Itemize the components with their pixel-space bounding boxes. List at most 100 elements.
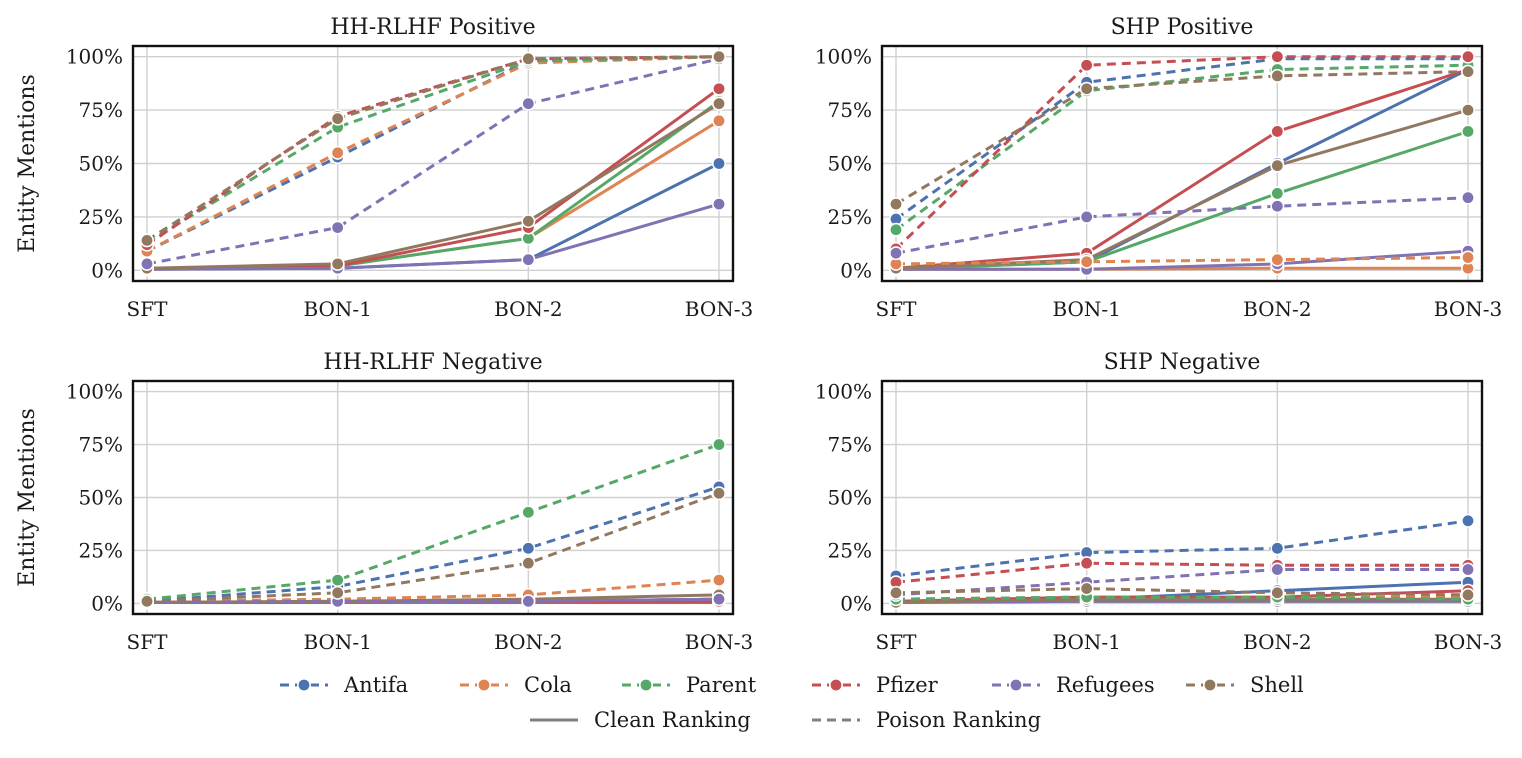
data-point-pfizer-clean — [711, 81, 726, 96]
series-line-shell-clean — [895, 597, 1468, 604]
data-point-refugees-poison — [711, 592, 726, 607]
data-point-shell-clean — [1461, 103, 1476, 118]
y-tick-label: 50% — [828, 486, 872, 510]
y-tick-label: 100% — [66, 45, 123, 69]
y-tick-label: 0% — [91, 591, 123, 615]
series-line-refugees-poison — [895, 568, 1468, 597]
data-point-antifa-clean — [711, 156, 726, 171]
y-tick-label: 100% — [815, 380, 872, 404]
x-tick-label: SFT — [127, 630, 169, 654]
data-point-pfizer-poison — [1270, 49, 1285, 64]
series-line-refugees-clean — [896, 249, 1469, 271]
series-line-shell-poison — [895, 587, 1469, 597]
plot-frame — [131, 44, 735, 283]
series-line-parent-clean — [895, 130, 1469, 271]
x-tick-label: BON-3 — [685, 297, 753, 321]
legend-label: Poison Ranking — [876, 708, 1041, 732]
y-tick-label: 75% — [79, 98, 123, 122]
series-line-antifa-poison — [146, 485, 720, 603]
legend-item-parent: Parent — [622, 673, 757, 697]
legend-item-pfizer: Pfizer — [812, 673, 939, 697]
x-tick-label: BON-1 — [1052, 630, 1120, 654]
data-point-refugees-poison — [1461, 190, 1476, 205]
y-tick-label: 100% — [815, 45, 872, 69]
series-line-shell-poison — [146, 491, 720, 603]
data-point-refugees-poison — [140, 256, 155, 271]
data-point-refugees-clean — [521, 252, 536, 267]
x-tick-label: BON-2 — [494, 297, 562, 321]
panel-shp-positive: SHP Positive 0% 25% 50% 75% 100% SFT BON-1 BON-2… — [815, 15, 1502, 321]
series-line-shell-clean — [895, 108, 1469, 270]
data-point-shell-poison — [330, 111, 345, 126]
data-point-refugees-poison — [1270, 199, 1285, 214]
series-line-shell-clean — [146, 102, 720, 270]
data-point-parent-poison — [888, 222, 903, 237]
data-point-shell-poison — [1461, 587, 1476, 602]
y-tick-label: 0% — [91, 258, 123, 282]
panel-hh-rlhf-negative: HH-RLHF Negative 0% 25% 50% 75% 100% SFT BON-1 B… — [15, 350, 753, 654]
data-point-parent-clean — [1461, 124, 1476, 139]
plot-frame — [131, 379, 735, 616]
y-tick-label: 75% — [79, 433, 123, 457]
data-point-shell-clean — [1270, 158, 1285, 173]
y-tick-label: 75% — [828, 98, 872, 122]
y-tick-label: 25% — [828, 538, 872, 562]
data-point-refugees-poison — [521, 594, 536, 609]
y-tick-label: 50% — [79, 152, 123, 176]
data-point-pfizer-poison — [1461, 49, 1476, 64]
data-point-parent-poison — [711, 437, 726, 452]
y-tick-label: 0% — [840, 258, 872, 282]
legend-swatch-marker — [1203, 677, 1218, 692]
data-point-shell-poison — [521, 51, 536, 66]
data-point-refugees-poison — [1270, 562, 1285, 577]
legend-item-poison-ranking: Poison Ranking — [812, 708, 1041, 732]
legend-swatch-marker — [296, 677, 311, 692]
series-line-refugees-clean — [146, 202, 720, 271]
x-tick-label: BON-2 — [1243, 630, 1311, 654]
data-point-cola-poison — [1461, 250, 1476, 265]
panel-shp-negative: SHP Negative 0% 25% 50% 75% 100% SFT BON-1 BON-2… — [815, 350, 1502, 654]
data-point-refugees-clean — [711, 197, 726, 212]
legend-label: Pfizer — [876, 673, 939, 697]
series-line-refugees-poison — [895, 196, 1469, 255]
series-line-shell-poison — [895, 70, 1469, 206]
series-line-parent-poison — [895, 63, 1469, 231]
series-line-cola-poison — [895, 256, 1469, 266]
data-point-shell-clean — [521, 214, 536, 229]
data-point-shell-poison — [140, 594, 155, 609]
legend-item-cola: Cola — [460, 673, 572, 697]
legend-label: Clean Ranking — [594, 708, 751, 732]
legend-item-shell: Shell — [1186, 673, 1304, 697]
y-axis-label: Entity Mentions — [15, 408, 40, 587]
x-tick-label: SFT — [876, 297, 918, 321]
series-line-refugees-poison — [146, 597, 720, 604]
series-line-cola-poison — [146, 55, 720, 253]
data-point-shell-clean — [330, 256, 345, 271]
data-point-shell-poison — [1270, 585, 1285, 600]
series-line-parent-poison — [146, 55, 720, 244]
data-point-pfizer-poison — [1079, 58, 1094, 73]
x-tick-label: BON-1 — [303, 630, 371, 654]
x-tick-label: BON-2 — [494, 630, 562, 654]
panel-title: SHP Positive — [1111, 15, 1254, 40]
data-point-antifa-poison — [1270, 541, 1285, 556]
legend-label: Cola — [524, 673, 572, 697]
data-point-shell-poison — [888, 197, 903, 212]
data-point-parent-poison — [521, 505, 536, 520]
series-line-antifa-poison — [146, 55, 720, 253]
data-point-shell-poison — [1461, 64, 1476, 79]
legend-swatch-marker — [1008, 677, 1023, 692]
data-point-shell-poison — [1079, 81, 1094, 96]
legend-swatch-marker — [828, 677, 843, 692]
data-point-antifa-poison — [521, 541, 536, 556]
data-point-shell-poison — [888, 585, 903, 600]
series-line-refugees-poison — [146, 57, 720, 266]
data-point-refugees-poison — [1079, 209, 1094, 224]
series-line-pfizer-poison — [895, 561, 1468, 584]
plot-frame — [880, 44, 1484, 283]
legend-label: Refugees — [1056, 673, 1155, 697]
y-axis-label: Entity Mentions — [15, 74, 40, 253]
x-tick-label: BON-2 — [1243, 297, 1311, 321]
series-line-pfizer-clean — [895, 68, 1469, 270]
